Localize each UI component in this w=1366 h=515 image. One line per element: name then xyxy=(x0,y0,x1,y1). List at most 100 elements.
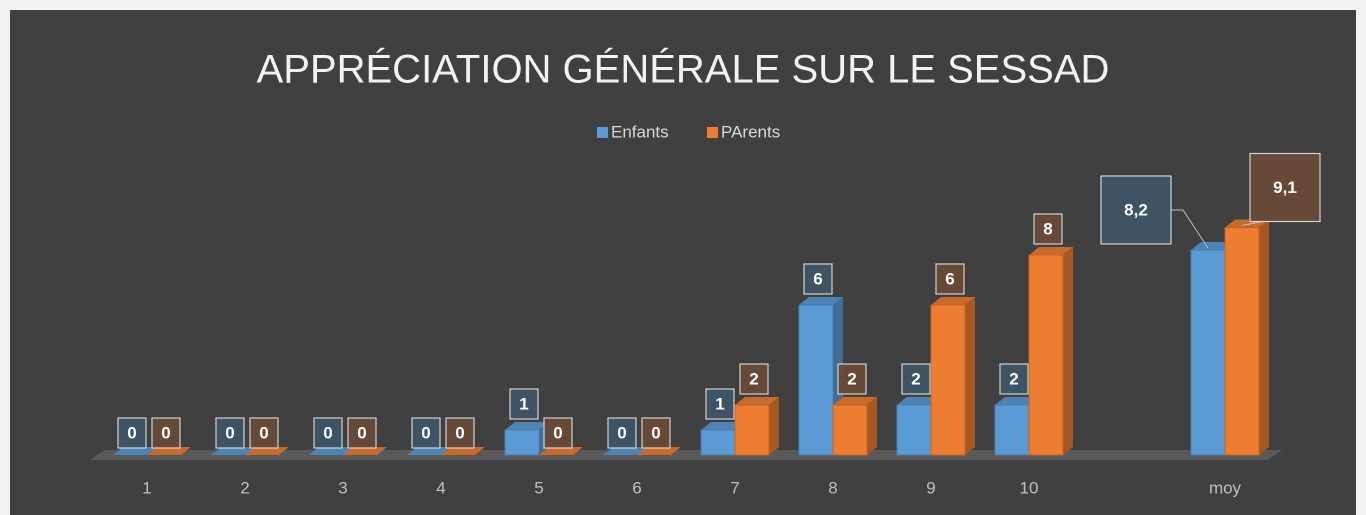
x-tick-label: 5 xyxy=(534,478,543,497)
x-tick-label: 2 xyxy=(240,478,249,497)
x-tick-label: 1 xyxy=(142,478,151,497)
bar xyxy=(832,404,868,456)
label-box xyxy=(445,417,475,449)
label-box xyxy=(641,417,671,449)
data-label: 0 xyxy=(225,423,234,442)
bar-top xyxy=(701,422,745,430)
data-label: 8 xyxy=(1043,219,1052,238)
bar-top xyxy=(995,397,1039,405)
x-tick-label: 7 xyxy=(730,478,739,497)
leader-line xyxy=(1171,209,1209,249)
bar-top xyxy=(211,447,255,455)
label-box xyxy=(543,417,573,449)
data-label: 2 xyxy=(749,369,758,388)
label-box xyxy=(313,417,343,449)
legend-swatch xyxy=(597,127,608,138)
x-tick-label: 9 xyxy=(926,478,935,497)
bar xyxy=(896,404,932,456)
data-label: 0 xyxy=(127,423,136,442)
label-box xyxy=(935,263,965,295)
label-box xyxy=(803,263,833,295)
bar-side xyxy=(769,397,779,455)
legend-swatch xyxy=(707,127,718,138)
x-tick-label: 6 xyxy=(632,478,641,497)
data-label: 6 xyxy=(945,269,954,288)
data-label: 0 xyxy=(357,423,366,442)
data-label: 6 xyxy=(813,269,822,288)
label-box xyxy=(607,417,637,449)
bar-top xyxy=(799,297,843,305)
bar-side xyxy=(1063,247,1073,455)
data-label: 2 xyxy=(1009,369,1018,388)
label-box xyxy=(249,417,279,449)
bar-top xyxy=(931,297,975,305)
chart-title: APPRÉCIATION GÉNÉRALE SUR LE SESSAD xyxy=(257,47,1110,92)
bar xyxy=(994,404,1030,456)
x-tick-label: moy xyxy=(1209,478,1242,497)
bar xyxy=(798,304,834,456)
data-label: 0 xyxy=(259,423,268,442)
label-box xyxy=(1033,213,1063,245)
bar-top xyxy=(505,422,549,430)
bar-top xyxy=(637,447,681,455)
label-box xyxy=(1100,175,1172,245)
bar-top xyxy=(897,397,941,405)
bar xyxy=(504,429,540,456)
label-box xyxy=(901,363,931,395)
data-label: 0 xyxy=(553,423,562,442)
label-box xyxy=(705,388,735,420)
bar-top xyxy=(833,397,877,405)
bar-top xyxy=(309,447,353,455)
label-box xyxy=(151,417,181,449)
bar xyxy=(734,404,770,456)
data-label: 0 xyxy=(323,423,332,442)
x-tick-label: 10 xyxy=(1020,478,1039,497)
bar xyxy=(700,429,736,456)
label-box xyxy=(739,363,769,395)
label-box xyxy=(999,363,1029,395)
x-tick-label: 3 xyxy=(338,478,347,497)
x-tick-label: 4 xyxy=(436,478,445,497)
data-label: 0 xyxy=(455,423,464,442)
bar-top xyxy=(603,447,647,455)
label-box xyxy=(411,417,441,449)
data-label: 8,2 xyxy=(1124,200,1148,219)
bar-top xyxy=(441,447,485,455)
label-box xyxy=(215,417,245,449)
data-label: 2 xyxy=(847,369,856,388)
label-box xyxy=(1249,152,1321,223)
legend-label: PArents xyxy=(721,122,780,141)
label-box xyxy=(347,417,377,449)
data-label: 0 xyxy=(651,423,660,442)
bar-top xyxy=(407,447,451,455)
data-label: 0 xyxy=(421,423,430,442)
label-box xyxy=(837,363,867,395)
bar-top xyxy=(735,397,779,405)
data-label: 1 xyxy=(519,394,528,413)
bar-top xyxy=(539,447,583,455)
label-box xyxy=(509,388,539,420)
bar-top xyxy=(1191,242,1235,250)
bar xyxy=(1224,227,1260,456)
floor xyxy=(90,450,1282,460)
data-label: 9,1 xyxy=(1273,178,1297,197)
bar-side xyxy=(867,397,877,455)
bar xyxy=(1190,249,1226,456)
x-tick-label: 8 xyxy=(828,478,837,497)
bar-side xyxy=(1259,219,1269,455)
data-label: 0 xyxy=(617,423,626,442)
data-label: 0 xyxy=(161,423,170,442)
bar-top xyxy=(343,447,387,455)
data-label: 2 xyxy=(911,369,920,388)
bar-top xyxy=(113,447,157,455)
bar xyxy=(930,304,966,456)
legend-label: Enfants xyxy=(611,122,669,141)
bar-top xyxy=(147,447,191,455)
bar-side xyxy=(965,297,975,455)
label-box xyxy=(117,417,147,449)
data-label: 1 xyxy=(715,394,724,413)
bar-top xyxy=(245,447,289,455)
bar xyxy=(1028,254,1064,456)
bar-top xyxy=(1029,247,1073,255)
